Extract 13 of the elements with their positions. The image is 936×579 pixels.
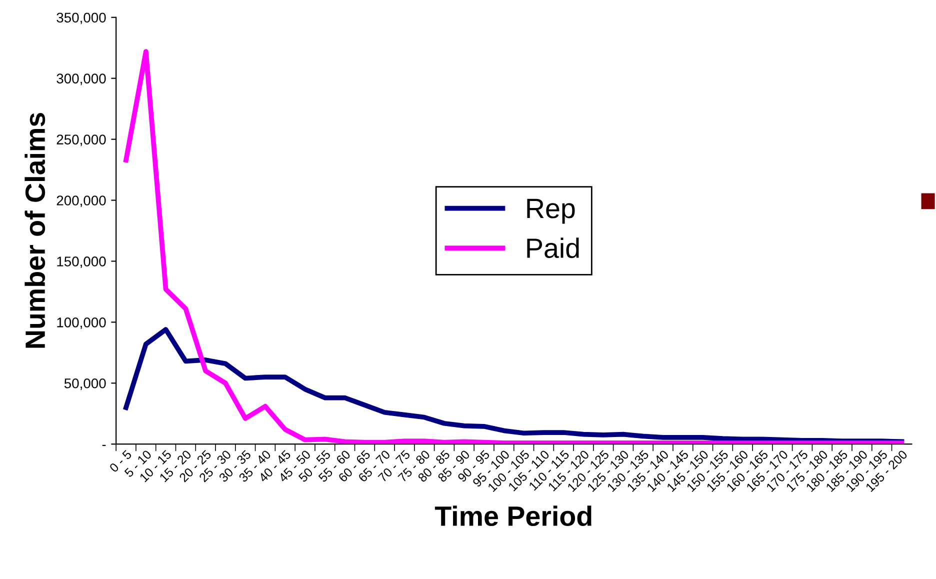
y-tick-label: 350,000 bbox=[56, 12, 106, 24]
y-axis-title: Number of Claims bbox=[24, 113, 46, 348]
x-axis-title: Time Period bbox=[434, 506, 592, 526]
y-tick-label: 50,000 bbox=[64, 378, 106, 390]
y-tick-label: 200,000 bbox=[56, 196, 106, 208]
legend-label: Paid bbox=[527, 238, 579, 258]
legend-label: Rep bbox=[527, 198, 575, 224]
y-tick-label: 300,000 bbox=[56, 74, 106, 86]
y-tick-label: 100,000 bbox=[57, 318, 106, 329]
y-tick-label: 250,000 bbox=[56, 134, 106, 146]
y-tick-label: 150,000 bbox=[57, 256, 106, 268]
y-tick-label: - bbox=[102, 444, 106, 446]
line-series bbox=[124, 49, 904, 444]
